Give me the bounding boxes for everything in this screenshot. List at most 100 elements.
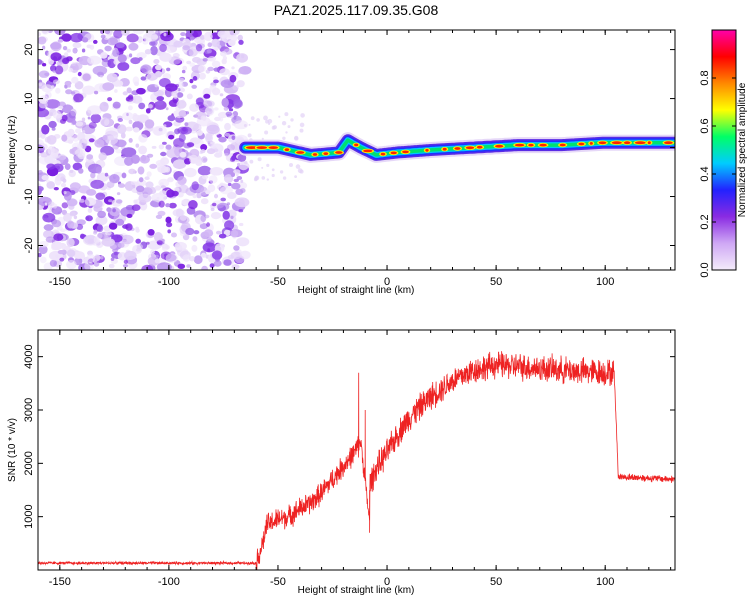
noise-blob: [191, 181, 199, 191]
noise-blob: [203, 31, 213, 42]
noise-blob: [224, 174, 234, 184]
noise-blob: [206, 148, 216, 155]
noise-blob: [189, 137, 201, 145]
colorbar-ticks: 0.0 0.2 0.4 0.6 0.8: [699, 70, 736, 278]
noise-blob: [71, 76, 79, 84]
noise-blob: [200, 198, 209, 205]
noise-blob: [231, 155, 236, 161]
noise-blob: [120, 234, 134, 245]
noise-blob: [213, 260, 222, 267]
noise-blob: [104, 172, 109, 177]
noise-blob: [196, 129, 203, 136]
noise-blob: [108, 222, 118, 230]
noise-blob: [132, 114, 141, 122]
noise-blob: [57, 39, 64, 43]
ridge-red-spot: [589, 142, 593, 145]
noise-blob: [223, 106, 229, 111]
snr-y-ticks: 1000 2000 3000 4000: [23, 344, 675, 529]
noise-blob: [160, 151, 167, 157]
x-tick-label: -150: [49, 276, 71, 288]
noise-blob: [38, 153, 41, 157]
noise-blob: [126, 213, 133, 218]
noise-blob: [191, 30, 202, 38]
noise-blob: [38, 170, 43, 175]
noise-blob: [177, 176, 187, 186]
noise-blob: [51, 127, 56, 131]
noise-blob: [64, 80, 72, 86]
noise-blob: [67, 220, 75, 229]
noise-blob: [167, 115, 176, 122]
noise-blob: [214, 246, 222, 252]
y-tick-label: 0: [23, 144, 35, 150]
noise-blob: [81, 48, 86, 53]
noise-blob: [136, 185, 145, 193]
noise-blob: [211, 60, 221, 68]
noise-blob: [239, 222, 244, 227]
noise-blob: [156, 100, 164, 106]
noise-blob: [180, 32, 186, 37]
noise-blob: [212, 202, 217, 207]
noise-blob: [67, 139, 74, 144]
noise-blob: [199, 223, 208, 230]
noise-blob: [138, 177, 144, 183]
noise-blob: [41, 175, 49, 181]
noise-blob: [158, 200, 165, 208]
noise-blob: [87, 55, 102, 65]
noise-dot: [278, 115, 281, 118]
noise-dot: [263, 115, 268, 121]
noise-blob: [198, 64, 206, 73]
noise-blob: [172, 96, 179, 104]
noise-blob: [133, 199, 138, 204]
noise-blob: [84, 261, 94, 270]
noise-blob: [55, 87, 61, 94]
ridge-red-spot: [539, 143, 547, 147]
x-tick-label: 0: [384, 276, 390, 288]
noise-blob: [51, 244, 58, 251]
noise-blob: [66, 198, 78, 207]
spectrogram-frame: [37, 29, 676, 271]
noise-blob: [144, 119, 155, 129]
noise-blob: [38, 70, 50, 78]
noise-blob: [116, 80, 124, 87]
noise-blob: [133, 127, 140, 133]
noise-blob: [57, 105, 64, 110]
noise-blob: [199, 72, 206, 80]
noise-blob: [157, 210, 166, 216]
noise-blob: [150, 45, 158, 56]
snr-panel: -150 -100 -50 0 50 100 1000 2000 3000 4000 Heigh…: [7, 329, 676, 596]
noise-blob: [182, 45, 190, 51]
noise-blob: [214, 46, 219, 51]
noise-blob: [118, 183, 126, 188]
noise-blob: [211, 87, 221, 96]
noise-blob: [186, 142, 195, 148]
noise-blob: [132, 30, 145, 35]
ridge-red-spot: [268, 146, 279, 150]
noise-blob: [184, 167, 197, 178]
noise-blob: [137, 166, 145, 175]
noise-blob: [63, 190, 67, 195]
noise-blob: [117, 242, 125, 248]
noise-blob: [95, 192, 106, 200]
noise-blob: [177, 191, 184, 198]
noise-blob: [128, 119, 133, 124]
noise-blob: [87, 116, 91, 120]
noise-blob: [42, 212, 56, 223]
noise-blob: [206, 124, 220, 135]
noise-blob: [148, 104, 153, 109]
noise-blob: [112, 101, 121, 109]
noise-blob: [94, 90, 99, 95]
noise-blob: [78, 185, 91, 194]
noise-blob: [191, 244, 198, 252]
noise-blob: [165, 107, 169, 111]
noise-dot: [243, 124, 247, 127]
noise-blob: [100, 255, 104, 260]
colorbar-gradient: [711, 29, 737, 271]
noise-blob: [219, 93, 224, 97]
noise-blob: [230, 229, 239, 238]
noise-dot: [248, 123, 251, 126]
noise-blob: [60, 176, 65, 182]
noise-dot: [290, 118, 294, 122]
noise-blob: [240, 179, 244, 183]
noise-blob: [231, 264, 240, 270]
noise-blob: [231, 182, 241, 190]
